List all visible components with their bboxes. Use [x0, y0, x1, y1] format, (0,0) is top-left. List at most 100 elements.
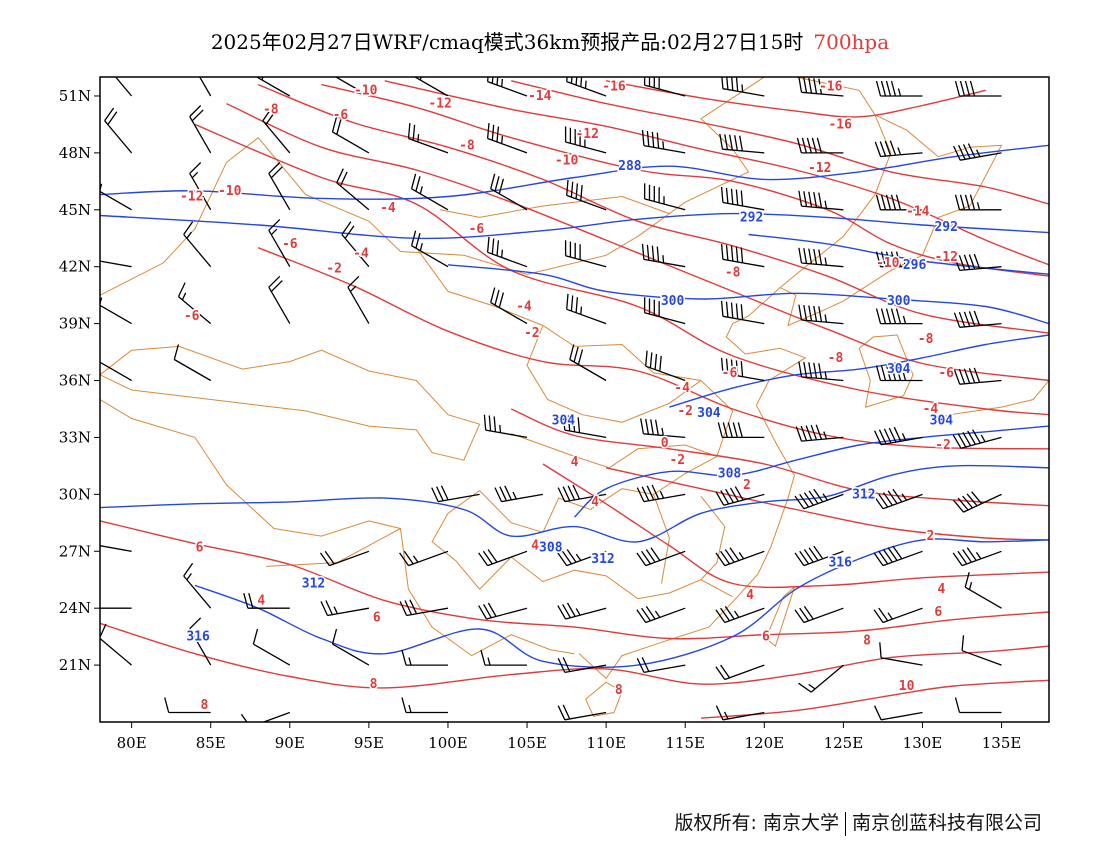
wind-barb	[478, 602, 528, 620]
temperature-contour-label: -16	[602, 80, 626, 95]
wind-barb	[407, 123, 449, 154]
wind-barb	[564, 126, 607, 154]
wind-barb	[636, 657, 686, 674]
wind-barb	[557, 602, 607, 620]
attribution: 版权所有: 南京大学 南京创蓝科技有限公司	[675, 808, 1042, 836]
wind-barb	[486, 236, 528, 268]
wind-barb	[795, 424, 844, 442]
border-line	[100, 345, 481, 461]
wind-barb	[953, 310, 1002, 328]
temperature-contour-label: -12	[934, 250, 957, 265]
wind-barb	[262, 107, 291, 154]
temperature-contour-label: -8	[725, 265, 741, 280]
wind-barb	[953, 367, 1002, 385]
temperature-contour-label: -6	[333, 108, 349, 123]
height-contour-label: 308	[539, 541, 563, 556]
temperature-contour-label: -10	[354, 83, 378, 98]
wind-barb	[100, 361, 132, 382]
wind-barb	[717, 422, 765, 439]
height-contour	[669, 334, 1049, 408]
temperature-contour-label: 6	[196, 541, 204, 556]
wind-barb	[875, 251, 923, 268]
wind-barb	[319, 550, 370, 567]
temperature-contour-label: -6	[469, 222, 485, 237]
wind-barb	[255, 77, 291, 97]
wind-barb	[268, 275, 291, 324]
y-tick-label: 51N	[59, 87, 91, 105]
height-contour-label: 308	[718, 467, 742, 482]
wind-barb	[715, 664, 765, 681]
temperature-contour-label: 8	[615, 683, 623, 698]
attribution-right: 南京创蓝科技有限公司	[851, 812, 1042, 834]
height-contour-label: 316	[186, 630, 210, 645]
border-line	[858, 334, 914, 408]
wind-barb	[798, 190, 844, 211]
wind-barb	[198, 77, 212, 97]
wind-barb	[794, 488, 844, 510]
temperature-contour-label: -8	[828, 351, 844, 366]
temperature-contour-label: 6	[934, 605, 942, 620]
y-tick-label: 39N	[59, 315, 91, 333]
height-contour	[100, 212, 1049, 240]
wind-barb	[189, 162, 212, 211]
x-tick-label: 135E	[982, 734, 1022, 752]
temperature-contour-label: -6	[938, 366, 954, 381]
wind-barb	[410, 173, 449, 211]
wind-barb	[794, 606, 844, 624]
wind-barb	[564, 240, 607, 268]
y-tick-label: 36N	[59, 372, 91, 390]
temperature-contour-label: 4	[746, 588, 754, 603]
temperature-contour	[605, 467, 1049, 541]
temperature-contour	[605, 80, 986, 118]
wind-barb	[640, 418, 686, 439]
x-tick-label: 110E	[586, 734, 626, 752]
wind-barb	[798, 361, 844, 382]
height-contour-label: 300	[887, 294, 911, 309]
wind-barb	[347, 275, 370, 324]
wind-barb	[243, 593, 290, 609]
height-contour-label: 312	[302, 577, 325, 592]
x-tick-label: 130E	[903, 734, 943, 752]
x-tick-label: 95E	[354, 734, 384, 752]
wind-barb	[114, 77, 133, 97]
temperature-contour	[511, 80, 1049, 205]
wind-barb	[401, 697, 448, 714]
wind-barb	[268, 218, 291, 268]
height-contour	[447, 264, 1049, 325]
wind-barb	[879, 642, 923, 666]
wind-barb	[399, 550, 449, 567]
border-line	[415, 247, 734, 600]
y-tick-label: 48N	[59, 144, 91, 162]
wind-barb	[720, 186, 765, 211]
wind-barb	[331, 628, 370, 666]
temperature-contour-label: -10	[218, 184, 242, 199]
temperature-contour-label: -2	[935, 438, 951, 453]
wind-barb	[562, 414, 607, 439]
temperature-contour	[257, 83, 1049, 334]
wind-barb	[720, 300, 765, 325]
y-tick-label: 42N	[59, 258, 91, 276]
height-contour-label: 316	[828, 556, 852, 571]
wind-barb	[952, 429, 1002, 449]
height-contour-label: 296	[903, 258, 927, 273]
temperature-contour-label: 4	[571, 455, 579, 470]
y-tick-label: 33N	[59, 428, 91, 446]
y-tick-label: 45N	[59, 201, 91, 219]
wind-barb	[796, 137, 844, 154]
wind-barb	[183, 221, 212, 268]
wind-barb	[875, 194, 923, 211]
wind-barb	[173, 344, 212, 382]
temperature-contour-label: 4	[937, 582, 945, 597]
temperature-contour-label: -4	[353, 246, 369, 261]
wind-barb	[478, 549, 528, 567]
wind-barb	[721, 77, 765, 97]
height-contour-label: 312	[852, 487, 875, 502]
y-tick-label: 24N	[59, 599, 91, 617]
wind-barb	[794, 545, 844, 567]
wind-barb	[715, 705, 765, 721]
wind-barb	[341, 221, 370, 268]
wind-barb	[643, 183, 686, 211]
wind-barb	[952, 547, 1002, 567]
height-contour	[100, 144, 1049, 200]
temperature-contour	[100, 622, 1049, 689]
